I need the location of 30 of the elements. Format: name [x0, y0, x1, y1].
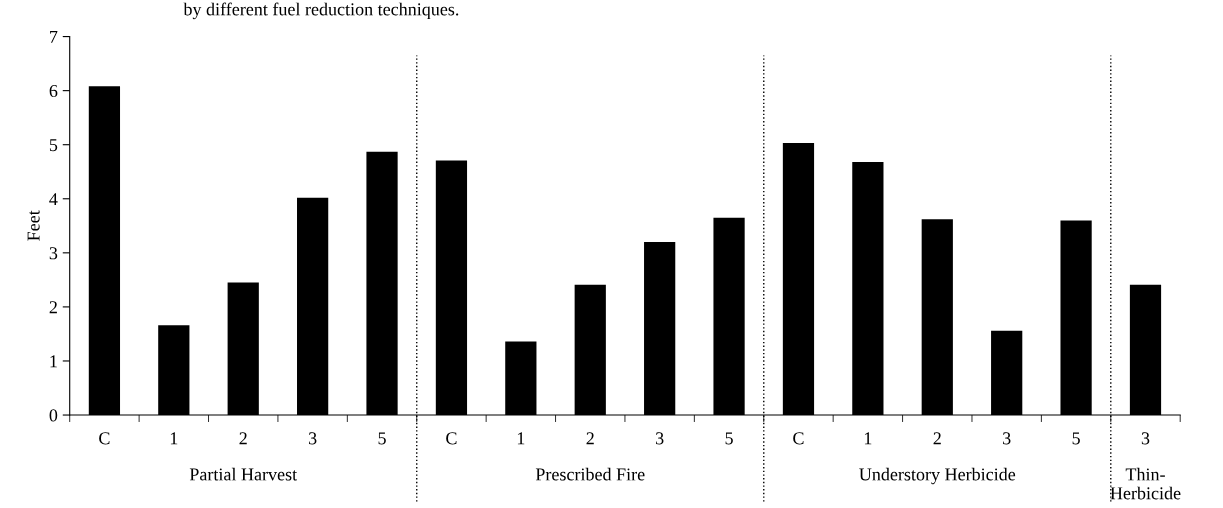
x-tick-label: 2	[239, 432, 247, 445]
x-tick-label: 5	[378, 432, 386, 445]
y-tick-label: 3	[49, 247, 58, 260]
y-tick-label: 4	[49, 193, 58, 206]
y-tick-label: 5	[49, 139, 58, 152]
text: Prescribed Fire	[535, 467, 645, 481]
y-tick-label: 0	[49, 409, 58, 422]
text: Partial Harvest	[189, 467, 298, 481]
y-axis-title: Feet	[27, 210, 40, 241]
x-tick-label: C	[446, 432, 457, 445]
text: Thin- Herbicide	[1110, 467, 1181, 500]
x-tick-label: 5	[725, 432, 733, 445]
x-tick-label: 2	[586, 432, 594, 445]
x-tick-label: 3	[1003, 432, 1011, 445]
x-tick-label: 1	[517, 432, 525, 445]
x-tick-label: 5	[1072, 432, 1080, 445]
x-tick-label: C	[793, 432, 804, 445]
x-tick-label: 2	[933, 432, 941, 445]
text: Understory Herbicide	[859, 467, 1016, 485]
x-tick-label: 3	[1141, 432, 1150, 445]
x-tick-label: 1	[864, 432, 872, 445]
x-tick-label: 3	[308, 432, 317, 445]
y-tick-label: 7	[50, 31, 58, 43]
y-tick-label: 2	[49, 301, 57, 314]
chart-title: by different fuel reduction techniques.	[183, 2, 459, 20]
y-tick-label: 6	[49, 84, 58, 98]
y-tick-label: 1	[50, 355, 57, 368]
x-tick-label: C	[99, 432, 110, 445]
x-tick-label: 1	[170, 432, 178, 445]
x-tick-label: 3	[656, 432, 664, 445]
